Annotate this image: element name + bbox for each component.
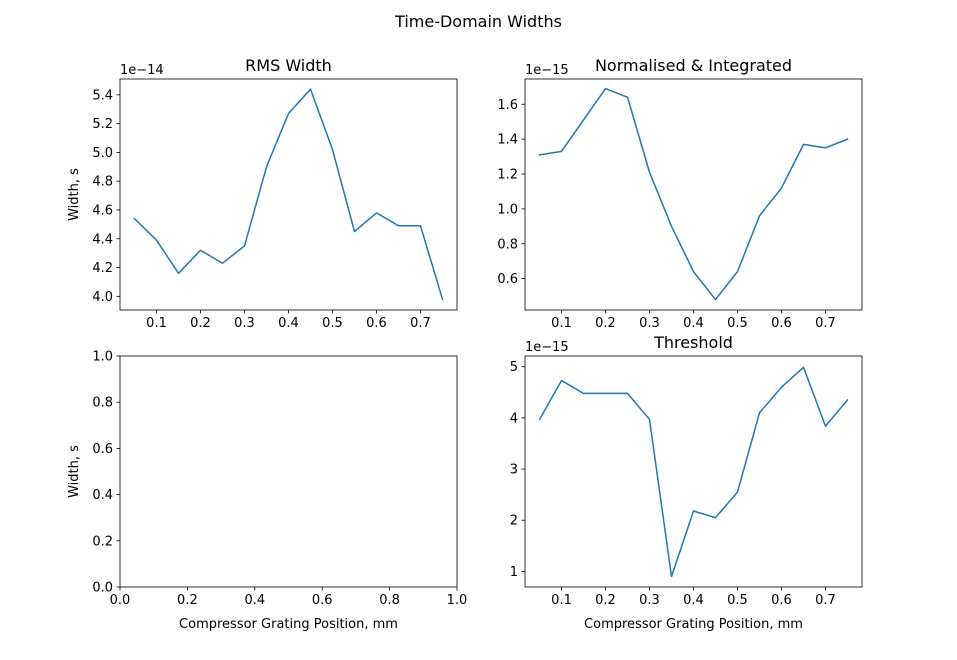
panel-threshold-title: Threshold (653, 333, 733, 352)
panel-threshold-xlabel: Compressor Grating Position, mm (584, 617, 803, 632)
panel-normalised-integrated-xtick-label: 0.1 (551, 316, 572, 331)
panel-empty-xtick-label: 0.0 (110, 593, 131, 608)
panel-threshold-ytick-label: 5 (510, 360, 518, 375)
panel-threshold-series-line (538, 366, 849, 578)
panel-empty-ytick-label: 1.0 (92, 350, 113, 365)
panel-threshold-offset-text: 1e−15 (525, 340, 569, 355)
panel-normalised-integrated-ytick-label: 1.0 (497, 202, 518, 217)
panel-normalised-integrated-xtick-label: 0.7 (815, 316, 836, 331)
panel-normalised-integrated: 0.1 0.2 0.3 0.4 0.5 0.6 0.7 0.6 0.8 1.0 1.2 1.4 1.6 N… (497, 56, 863, 331)
panel-rms-width-xtick-label: 0.6 (366, 316, 387, 331)
panel-normalised-integrated-xtick-label: 0.2 (595, 316, 616, 331)
panel-normalised-integrated-ytick-label: 1.6 (497, 98, 518, 113)
panel-normalised-integrated-offset-text: 1e−15 (525, 63, 569, 78)
panel-threshold-ytick-label: 3 (510, 463, 518, 478)
panel-normalised-integrated-xtick-label: 0.5 (727, 316, 748, 331)
panel-normalised-integrated-ytick-label: 1.2 (497, 168, 518, 183)
panel-empty-xtick-label: 0.2 (177, 593, 198, 608)
panel-normalised-integrated-xtick-label: 0.4 (683, 316, 704, 331)
panel-rms-width-xtick-label: 0.2 (190, 316, 211, 331)
panel-empty-ytick-label: 0.6 (92, 442, 113, 457)
panel-rms-width-ytick-label: 5.2 (92, 117, 113, 132)
panel-rms-width-ytick-label: 4.0 (92, 290, 113, 305)
panel-normalised-integrated-series-line (538, 87, 849, 301)
panel-rms-width-ytick-label: 5.4 (92, 88, 113, 103)
panel-threshold-ytick-label: 2 (510, 514, 518, 529)
panel-threshold-xtick-label: 0.3 (639, 593, 660, 608)
panel-threshold-xtick-label: 0.6 (771, 593, 792, 608)
panel-threshold-xtick-label: 0.4 (683, 593, 704, 608)
panel-threshold-xtick-label: 0.7 (815, 593, 836, 608)
panel-empty-xtick-label: 0.6 (312, 593, 333, 608)
panel-empty-xtick-label: 0.4 (244, 593, 265, 608)
panel-normalised-integrated-title: Normalised & Integrated (595, 56, 792, 75)
panel-threshold-xtick-label: 0.1 (551, 593, 572, 608)
panel-normalised-integrated-xtick-label: 0.3 (639, 316, 660, 331)
panel-rms-width-ytick-label: 4.8 (92, 175, 113, 190)
panel-rms-width-ylabel: Width, s (67, 168, 82, 221)
panel-threshold-ytick-label: 4 (510, 411, 518, 426)
panel-rms-width-ytick-label: 4.6 (92, 203, 113, 218)
panel-rms-width-ytick-label: 5.0 (92, 146, 113, 161)
panel-rms-width-xtick-label: 0.7 (410, 316, 431, 331)
figure-suptitle: Time-Domain Widths (394, 12, 562, 31)
panel-rms-width-title: RMS Width (245, 56, 332, 75)
panel-threshold: 0.1 0.2 0.3 0.4 0.5 0.6 0.7 1 2 3 4 5 Threshold 1e−15… (510, 333, 863, 632)
panel-empty-xtick-label: 1.0 (447, 593, 468, 608)
panel-threshold-xtick-label: 0.5 (727, 593, 748, 608)
subplots-grid: 0.1 0.2 0.3 0.4 0.5 0.6 0.7 4.0 4.2 4.4 4.6 4.8 5.0 5… (67, 56, 863, 633)
panel-empty-xlabel: Compressor Grating Position, mm (179, 617, 398, 632)
panel-rms-width-xtick-label: 0.3 (234, 316, 255, 331)
panel-empty-ytick-label: 0.2 (92, 534, 113, 549)
panel-rms-width-xtick-label: 0.4 (278, 316, 299, 331)
panel-empty-ytick-label: 0.4 (92, 488, 113, 503)
panel-normalised-integrated-xtick-label: 0.6 (771, 316, 792, 331)
panel-rms-width-xtick-label: 0.5 (322, 316, 343, 331)
panel-empty-ytick-label: 0.8 (92, 396, 113, 411)
panel-rms-width-xtick-label: 0.1 (146, 316, 167, 331)
panel-empty-xtick-label: 0.8 (379, 593, 400, 608)
panel-normalised-integrated-ytick-label: 1.4 (497, 133, 518, 148)
panel-threshold-xtick-label: 0.2 (595, 593, 616, 608)
panel-normalised-integrated-ytick-label: 0.8 (497, 237, 518, 252)
panel-rms-width-ytick-label: 4.4 (92, 232, 113, 247)
panel-rms-width: 0.1 0.2 0.3 0.4 0.5 0.6 0.7 4.0 4.2 4.4 4.6 4.8 5.0 5… (67, 56, 458, 331)
panel-normalised-integrated-ytick-label: 0.6 (497, 272, 518, 287)
panel-rms-width-offset-text: 1e−14 (120, 63, 164, 78)
panel-empty-ylabel: Width, s (67, 445, 82, 498)
panel-rms-width-ytick-label: 4.2 (92, 261, 113, 276)
panel-empty-ytick-label: 0.0 (92, 581, 113, 596)
panel-threshold-ytick-label: 1 (510, 565, 518, 580)
panel-empty: 0.0 0.2 0.4 0.6 0.8 1.0 0.0 0.2 0.4 0.6 0.8 1.0 Comp… (67, 350, 467, 633)
panel-rms-width-series-line (133, 88, 444, 301)
panel-empty-axes-frame (119, 355, 458, 588)
